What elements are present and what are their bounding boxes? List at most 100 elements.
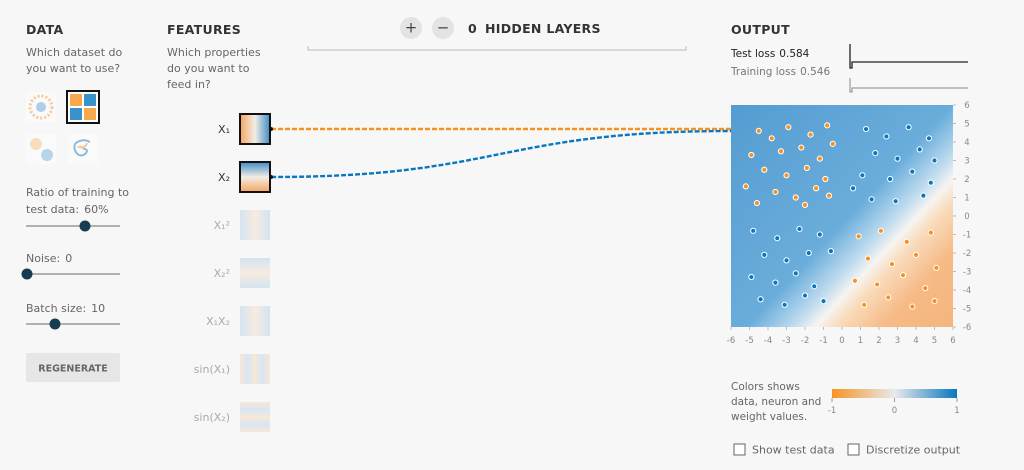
x-tick-label: -3 — [782, 336, 790, 346]
remove-layer-button[interactable]: − — [432, 17, 454, 39]
output-title: OUTPUT — [731, 22, 790, 37]
x-tick-label: 5 — [932, 336, 937, 346]
data-point — [888, 261, 896, 268]
legend-text: data, neuron and — [731, 396, 821, 408]
data-point — [885, 294, 892, 301]
data-point — [748, 273, 755, 281]
feature[interactable]: X₁² — [214, 210, 270, 240]
data-point — [796, 225, 803, 233]
y-tick-label: 5 — [964, 120, 969, 130]
ratio-label: test data: 60% — [26, 203, 109, 216]
feature-port — [269, 127, 273, 131]
data-point — [772, 188, 779, 196]
colorbar-tick-label: -1 — [828, 406, 836, 416]
x-tick-label: 1 — [858, 336, 863, 346]
remove-layer-label: − — [437, 19, 450, 37]
data-point — [912, 251, 920, 258]
y-tick-label: 1 — [964, 194, 969, 204]
data-point — [768, 135, 775, 142]
link — [270, 129, 732, 179]
feature-label: sin(X₂) — [194, 411, 230, 424]
x-tick-label: -6 — [727, 336, 735, 346]
data-point — [864, 255, 872, 262]
data-point — [872, 150, 879, 157]
data-point — [850, 185, 857, 192]
x-tick-label: -4 — [764, 336, 772, 346]
y-tick-label: -5 — [963, 305, 971, 315]
data-point — [783, 257, 790, 264]
y-tick-label: -6 — [963, 323, 971, 333]
loss-chart — [849, 44, 968, 93]
features-prompt: do you want to — [167, 62, 250, 75]
feature-tile — [240, 354, 270, 384]
discretize-output[interactable]: Discretize output — [847, 443, 961, 457]
feature-port — [269, 175, 273, 179]
feature[interactable]: sin(X₂) — [194, 402, 270, 432]
data-point — [868, 196, 875, 203]
feature-label: X₁² — [214, 219, 230, 232]
feature[interactable]: X₂² — [214, 258, 270, 288]
regenerate-button[interactable]: REGENERATE — [26, 353, 120, 382]
hidden-layers: 0 HIDDEN LAYERS — [468, 21, 601, 36]
data-point — [905, 124, 912, 131]
add-layer-button[interactable]: + — [400, 17, 422, 39]
feature-tile — [240, 258, 270, 288]
data-point — [887, 175, 894, 183]
data-point — [807, 131, 814, 138]
data-point — [825, 192, 833, 199]
data-point — [829, 140, 836, 147]
feature-tile — [240, 210, 270, 240]
data-point — [750, 227, 757, 234]
data-point — [899, 272, 907, 279]
y-tick-label: 2 — [964, 175, 969, 185]
test-loss-value: 0.584 — [779, 48, 809, 60]
show-test-data[interactable]: Show test data — [733, 443, 835, 457]
noise-value: 0 — [65, 252, 72, 265]
feature-tile — [239, 113, 271, 145]
noise-slider[interactable] — [21, 268, 33, 280]
y-tick-label: 3 — [964, 157, 969, 167]
y-tick-label: -1 — [963, 231, 971, 241]
colorbar-tick-label: 0 — [892, 406, 897, 416]
feature[interactable]: X₂ — [218, 161, 273, 193]
legend-text: weight values. — [731, 411, 807, 423]
x-tick-label: 4 — [913, 336, 918, 346]
data-point — [742, 183, 749, 190]
regenerate-label: REGENERATE — [38, 364, 107, 375]
dataset-xor[interactable] — [66, 90, 100, 124]
x-tick-label: 0 — [839, 336, 844, 346]
batch-slider[interactable] — [49, 318, 61, 330]
data-point — [777, 148, 785, 155]
y-tick-label: -4 — [963, 286, 971, 296]
data-point — [755, 127, 762, 134]
data-point — [859, 172, 866, 179]
features-title: FEATURES — [167, 22, 241, 37]
feature[interactable]: sin(X₁) — [194, 354, 270, 384]
dataset-circle[interactable] — [26, 92, 56, 122]
data-point — [862, 125, 870, 133]
noise-label: Noise: 0 — [26, 252, 72, 265]
data-point — [801, 201, 809, 208]
x-tick-label: -1 — [819, 336, 827, 346]
feature[interactable]: X₁X₂ — [206, 306, 270, 336]
feature-label: X₁ — [218, 123, 230, 136]
data-point — [792, 194, 799, 201]
data-point — [824, 122, 831, 129]
dataset-gauss[interactable] — [26, 134, 56, 164]
y-tick-label: -3 — [963, 268, 971, 278]
features-prompt: Which properties — [167, 46, 261, 59]
ratio-slider[interactable] — [79, 220, 91, 232]
output-plot: -6 -5 -4 -3 -2 -1 0 1 2 3 4 5 6 -6 -5 -4 -3 -2 -1 0 1 2 3 4 5 6 — [727, 101, 971, 346]
data-point — [761, 166, 768, 173]
data-point — [851, 277, 859, 284]
feature-label: X₂ — [218, 171, 230, 184]
data-point — [805, 249, 812, 257]
data-point — [855, 233, 862, 240]
x-tick-label: -5 — [745, 336, 753, 346]
data-point — [909, 303, 916, 310]
data-point — [792, 270, 799, 277]
features-prompt: feed in? — [167, 78, 211, 91]
feature-tile — [240, 306, 270, 336]
dataset-spiral[interactable] — [68, 134, 98, 164]
feature[interactable]: X₁ — [218, 113, 273, 145]
